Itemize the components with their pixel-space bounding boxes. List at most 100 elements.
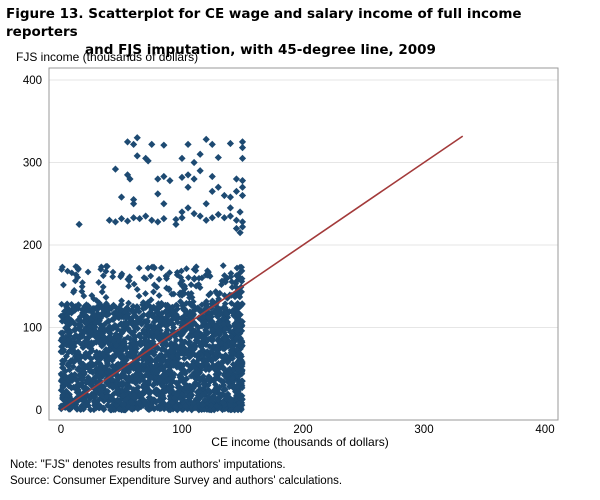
data-point <box>190 175 198 183</box>
data-point <box>232 305 240 313</box>
data-point <box>109 352 117 360</box>
data-point <box>114 396 122 404</box>
data-point <box>184 316 192 324</box>
data-point <box>148 216 156 224</box>
data-point <box>133 401 141 409</box>
data-point <box>179 377 187 385</box>
data-point <box>154 325 162 333</box>
data-point <box>121 403 129 411</box>
data-point <box>73 405 81 413</box>
data-point <box>214 210 222 219</box>
data-point <box>115 347 123 355</box>
x-axis-label: CE income (thousands of dollars) <box>211 435 388 449</box>
data-point <box>196 374 204 382</box>
data-point <box>150 303 158 311</box>
data-point <box>229 354 237 362</box>
data-point <box>76 318 84 325</box>
data-point <box>214 183 222 191</box>
data-point <box>155 396 163 404</box>
data-point <box>59 337 67 345</box>
data-point <box>191 327 199 335</box>
data-point <box>182 402 189 410</box>
data-point <box>67 374 75 382</box>
data-point <box>78 283 86 291</box>
data-point <box>209 297 216 305</box>
data-point <box>203 298 210 305</box>
data-point <box>222 355 230 363</box>
data-point <box>212 383 220 391</box>
data-point <box>98 362 106 370</box>
data-point <box>235 326 243 334</box>
data-point <box>66 405 74 413</box>
data-point <box>148 140 156 148</box>
data-point <box>186 363 194 371</box>
data-point <box>119 379 127 387</box>
data-point <box>136 377 143 384</box>
data-point <box>202 135 210 143</box>
data-point <box>226 193 234 201</box>
data-point <box>184 140 192 148</box>
data-point <box>226 365 234 373</box>
data-point <box>144 370 152 378</box>
data-point <box>126 363 134 371</box>
data-point <box>183 375 191 383</box>
data-point <box>140 381 148 389</box>
data-point <box>129 302 137 310</box>
data-point <box>177 274 185 281</box>
data-point <box>206 376 214 383</box>
data-point <box>136 215 144 223</box>
data-point <box>148 312 156 320</box>
data-point <box>238 223 247 231</box>
data-point <box>192 267 200 275</box>
data-point <box>71 370 79 378</box>
data-point <box>125 299 132 307</box>
data-point <box>65 400 72 407</box>
data-point <box>191 404 199 412</box>
x-tick-label: 200 <box>293 424 312 436</box>
data-point <box>233 383 241 390</box>
data-point <box>160 200 168 208</box>
data-point <box>97 340 105 348</box>
data-point <box>148 363 156 371</box>
data-point <box>168 360 176 368</box>
data-point <box>143 402 151 410</box>
data-point <box>144 332 152 340</box>
data-point <box>182 383 190 391</box>
data-point <box>99 384 107 391</box>
data-point <box>63 341 71 349</box>
data-point <box>184 405 191 413</box>
chart-title: Figure 13. Scatterplot for CE wage and s… <box>6 5 596 59</box>
data-point <box>205 321 213 329</box>
data-point <box>105 216 113 224</box>
data-point <box>142 290 149 297</box>
data-point <box>135 399 143 407</box>
data-point <box>199 314 207 322</box>
data-point <box>98 322 106 330</box>
data-point <box>178 154 186 162</box>
data-point <box>125 368 133 376</box>
data-point <box>153 375 160 382</box>
data-point <box>177 267 185 275</box>
data-point <box>229 345 237 352</box>
data-point <box>95 396 103 404</box>
data-point <box>220 371 228 379</box>
data-point <box>208 348 215 355</box>
data-point <box>59 364 67 372</box>
data-point <box>109 362 117 370</box>
data-point <box>180 361 187 369</box>
data-point <box>196 362 204 369</box>
data-point <box>122 386 129 393</box>
data-point <box>171 345 179 353</box>
data-point <box>58 317 66 325</box>
data-point <box>170 324 178 331</box>
data-point <box>115 405 123 413</box>
data-point <box>155 335 163 343</box>
data-point <box>214 385 222 393</box>
data-point <box>214 153 222 162</box>
data-point <box>155 292 163 299</box>
data-point <box>93 305 101 313</box>
data-point <box>83 301 90 309</box>
data-point <box>91 402 99 410</box>
data-point <box>59 348 66 356</box>
data-point <box>64 322 72 330</box>
